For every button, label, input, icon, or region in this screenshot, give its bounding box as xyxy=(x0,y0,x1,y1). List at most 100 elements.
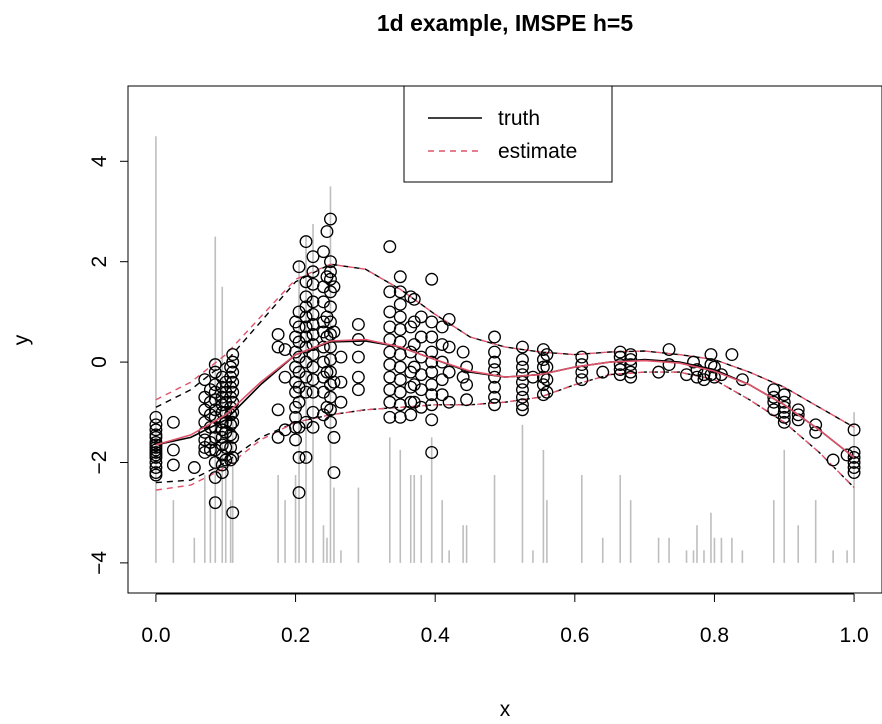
band-upper-estimate xyxy=(155,263,855,428)
data-point xyxy=(226,506,240,520)
estimate-curve xyxy=(155,338,855,459)
data-point xyxy=(271,403,285,417)
data-point xyxy=(224,440,238,454)
data-point xyxy=(425,413,439,427)
data-point xyxy=(652,365,666,379)
band-lower-estimate xyxy=(155,371,855,491)
data-point xyxy=(809,418,823,432)
data-point xyxy=(327,430,341,444)
data-points xyxy=(149,212,861,520)
data-point xyxy=(435,388,449,402)
data-point xyxy=(208,496,222,510)
data-point xyxy=(324,403,337,417)
data-point xyxy=(324,265,337,279)
data-point xyxy=(596,365,610,379)
data-point xyxy=(435,373,449,387)
mean-curves xyxy=(155,338,855,459)
data-point xyxy=(351,370,365,384)
data-point xyxy=(219,395,233,409)
data-point xyxy=(226,348,240,362)
data-point xyxy=(536,388,550,402)
x-axis-label: x xyxy=(500,698,511,721)
data-point xyxy=(299,300,313,314)
data-point xyxy=(435,320,449,334)
data-point xyxy=(317,245,330,259)
data-point xyxy=(536,360,550,374)
data-point xyxy=(662,343,676,356)
data-point xyxy=(383,345,397,359)
data-point xyxy=(198,373,212,387)
data-point xyxy=(624,365,638,379)
data-point xyxy=(460,393,474,407)
data-point xyxy=(278,343,292,356)
data-point xyxy=(488,398,501,412)
data-point xyxy=(767,403,781,417)
data-point xyxy=(299,320,313,334)
y-axis: −4 −2 0 2 4 xyxy=(88,155,129,575)
data-point xyxy=(166,443,180,457)
data-point xyxy=(407,315,421,329)
data-point xyxy=(351,383,365,397)
data-point xyxy=(226,375,240,389)
data-point xyxy=(306,307,320,321)
data-point xyxy=(208,385,222,399)
data-point xyxy=(488,390,501,404)
data-point xyxy=(690,363,704,377)
data-point xyxy=(208,430,222,444)
data-point xyxy=(289,420,303,434)
data-point xyxy=(299,370,313,384)
data-point xyxy=(404,290,418,304)
data-point xyxy=(334,395,348,409)
data-point xyxy=(516,360,529,374)
data-point xyxy=(442,312,456,326)
data-point xyxy=(149,468,163,482)
data-point xyxy=(208,471,222,484)
data-point xyxy=(690,370,704,384)
data-point xyxy=(306,420,320,434)
data-point xyxy=(226,405,240,419)
data-point xyxy=(320,225,334,239)
data-point xyxy=(324,212,337,226)
y-tick-label: 0 xyxy=(88,356,111,368)
data-point xyxy=(414,330,428,344)
data-point xyxy=(166,415,180,429)
data-point xyxy=(791,408,805,422)
data-point xyxy=(847,466,861,479)
data-point xyxy=(847,423,861,437)
data-point xyxy=(226,430,240,444)
data-point xyxy=(393,373,407,387)
data-point xyxy=(224,428,238,442)
data-point xyxy=(404,380,418,394)
y-tick-label: −2 xyxy=(88,451,111,475)
data-point xyxy=(425,365,439,379)
data-point xyxy=(687,355,700,369)
data-point xyxy=(407,395,421,409)
data-point xyxy=(425,272,439,286)
data-point xyxy=(327,280,341,294)
data-point xyxy=(299,275,313,289)
data-point xyxy=(327,375,341,389)
data-point xyxy=(393,310,407,324)
data-point xyxy=(435,355,449,369)
data-point xyxy=(324,390,337,404)
data-point xyxy=(383,285,397,299)
data-point xyxy=(149,461,163,474)
data-point xyxy=(278,370,292,384)
data-point xyxy=(442,395,456,409)
data-point xyxy=(299,310,313,324)
data-point xyxy=(407,338,421,351)
data-point xyxy=(299,235,313,249)
data-point xyxy=(516,353,529,367)
data-point xyxy=(292,451,306,464)
data-point xyxy=(404,395,418,409)
chart-title: 1d example, IMSPE h=5 xyxy=(377,10,634,36)
data-point xyxy=(149,410,163,424)
x-tick-label: 1.0 xyxy=(839,624,868,647)
data-point xyxy=(317,408,330,422)
data-point xyxy=(442,365,456,379)
data-point xyxy=(289,433,303,447)
data-point xyxy=(526,370,540,384)
data-point xyxy=(327,466,341,479)
data-point xyxy=(292,380,306,394)
